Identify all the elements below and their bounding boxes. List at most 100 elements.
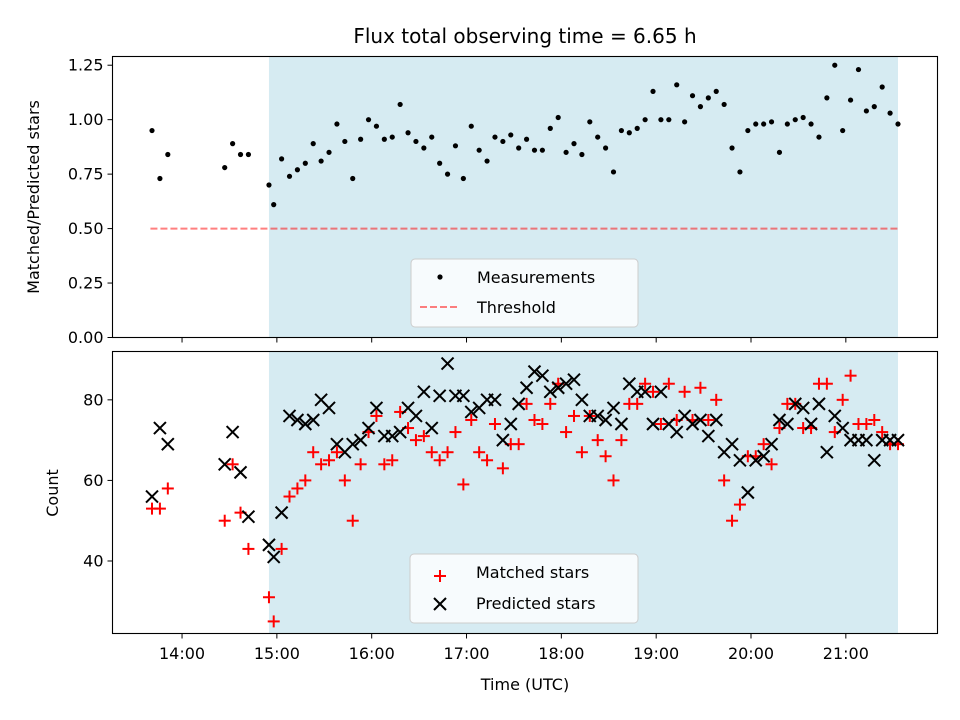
- measurement-point: [532, 148, 537, 153]
- measurement-point: [808, 121, 813, 126]
- predicted-point: [227, 426, 239, 438]
- x-tick-label: 20:00: [728, 644, 774, 663]
- x-tick-label: 19:00: [633, 644, 679, 663]
- measurement-point: [453, 143, 458, 148]
- matched-point: [154, 503, 166, 515]
- measurement-point: [548, 126, 553, 131]
- predicted-point: [235, 466, 247, 478]
- figure: Flux total observing time = 6.65 h 0.00 0…: [0, 0, 960, 720]
- measurement-point: [801, 115, 806, 120]
- measurement-point: [461, 176, 466, 181]
- measurement-point: [706, 95, 711, 100]
- measurement-point: [895, 121, 900, 126]
- measurement-point: [785, 121, 790, 126]
- measurement-point: [627, 130, 632, 135]
- measurement-point: [266, 182, 271, 187]
- measurement-point: [603, 145, 608, 150]
- measurement-point: [469, 124, 474, 129]
- bottom-legend: Matched stars Predicted stars: [410, 554, 638, 623]
- legend-measurements-marker: [437, 274, 442, 279]
- measurement-point: [157, 176, 162, 181]
- bottom-y-ticks: 406080: [83, 390, 112, 570]
- x-tick-label: 18:00: [538, 644, 584, 663]
- predicted-point: [242, 511, 254, 523]
- measurement-point: [246, 152, 251, 157]
- measurement-point: [753, 121, 758, 126]
- measurement-point: [374, 124, 379, 129]
- measurement-point: [334, 121, 339, 126]
- top-y-ticks: 0.00 0.25 0.50 0.75 1.00 1.25: [68, 56, 113, 347]
- measurement-point: [230, 141, 235, 146]
- measurement-point: [279, 156, 284, 161]
- measurement-point: [222, 165, 227, 170]
- measurement-point: [666, 117, 671, 122]
- measurement-point: [816, 134, 821, 139]
- measurement-point: [714, 89, 719, 94]
- measurement-point: [398, 102, 403, 107]
- measurement-point: [405, 130, 410, 135]
- measurement-point: [793, 117, 798, 122]
- measurement-point: [619, 128, 624, 133]
- measurement-point: [390, 134, 395, 139]
- measurement-point: [690, 93, 695, 98]
- y-tick-label: 0.25: [68, 274, 104, 293]
- measurement-point: [611, 169, 616, 174]
- x-tick-label: 16:00: [349, 644, 395, 663]
- bottom-y-axis-label: Count: [43, 469, 62, 517]
- measurement-point: [540, 148, 545, 153]
- y-tick-label: 40: [83, 551, 103, 570]
- measurement-point: [477, 148, 482, 153]
- measurement-point: [737, 169, 742, 174]
- chart-title: Flux total observing time = 6.65 h: [353, 24, 696, 48]
- x-axis-label: Time (UTC): [480, 675, 569, 694]
- measurement-point: [516, 145, 521, 150]
- top-x-tick-marks: [182, 338, 846, 343]
- y-tick-label: 80: [83, 390, 103, 409]
- top-legend: Measurements Threshold: [411, 259, 638, 327]
- measurement-point: [303, 161, 308, 166]
- top-panel: 0.000.250.500.751.001.25 Matched/Predict…: [24, 56, 938, 347]
- measurement-point: [840, 128, 845, 133]
- legend-predicted-label: Predicted stars: [476, 594, 596, 613]
- y-tick-label: 0.75: [68, 165, 104, 184]
- measurement-point: [445, 172, 450, 177]
- predicted-point: [154, 422, 166, 434]
- bottom-panel: 406080 14:00 15:00 16:00 17:00 18:00 19:00 20:…: [43, 352, 938, 695]
- legend-threshold-label: Threshold: [476, 298, 556, 317]
- measurement-point: [769, 119, 774, 124]
- measurement-point: [437, 161, 442, 166]
- measurement-point: [556, 115, 561, 120]
- measurement-point: [238, 152, 243, 157]
- measurement-point: [872, 104, 877, 109]
- measurement-point: [484, 158, 489, 163]
- measurement-point: [650, 89, 655, 94]
- measurement-point: [824, 95, 829, 100]
- matched-point: [162, 482, 174, 494]
- y-tick-label: 1.25: [68, 56, 104, 75]
- measurement-point: [682, 119, 687, 124]
- measurement-point: [745, 128, 750, 133]
- predicted-point: [162, 438, 174, 450]
- y-tick-label: 0.00: [68, 328, 104, 347]
- measurement-point: [342, 139, 347, 144]
- measurement-point: [587, 119, 592, 124]
- measurement-point: [311, 141, 316, 146]
- measurement-point: [287, 174, 292, 179]
- measurement-point: [571, 141, 576, 146]
- measurement-point: [149, 128, 154, 133]
- measurement-point: [643, 117, 648, 122]
- measurement-point: [350, 176, 355, 181]
- measurement-point: [271, 202, 276, 207]
- measurement-point: [413, 139, 418, 144]
- measurement-point: [887, 111, 892, 116]
- measurement-point: [500, 139, 505, 144]
- measurement-point: [832, 63, 837, 68]
- y-tick-label: 1.00: [68, 110, 104, 129]
- measurement-point: [326, 150, 331, 155]
- x-tick-label: 17:00: [443, 644, 489, 663]
- measurement-point: [848, 97, 853, 102]
- measurement-point: [429, 134, 434, 139]
- bottom-x-ticks: 14:00 15:00 16:00 17:00 18:00 19:00 20:00 21:00: [159, 634, 869, 664]
- measurement-point: [761, 121, 766, 126]
- measurement-point: [777, 150, 782, 155]
